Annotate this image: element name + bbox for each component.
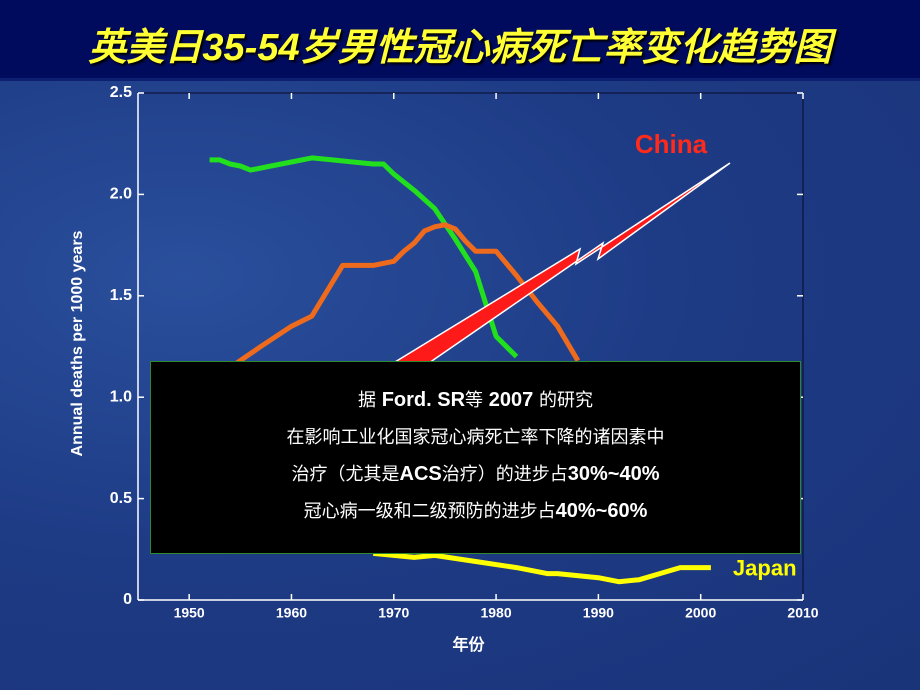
y-tick-label: 1.0	[110, 388, 132, 405]
series-line	[209, 155, 519, 359]
note-line: 在影响工业化国家冠心病死亡率下降的诸因素中	[286, 427, 665, 448]
arrow-label: China	[635, 129, 708, 159]
y-axis-title: Annual deaths per 1000 years	[69, 230, 86, 456]
series-line	[373, 550, 711, 585]
x-tick-label: 1970	[378, 605, 409, 621]
y-tick-label: 0	[123, 591, 132, 608]
x-tick-label: 2000	[685, 605, 716, 621]
note-line: 冠心病一级和二级预防的进步占40%~60%	[303, 500, 648, 522]
x-tick-label: 1980	[480, 605, 511, 621]
note-line: 治疗（尤其是ACS治疗）的进步占30%~40%	[291, 463, 660, 485]
series-label: Japan	[733, 555, 797, 580]
y-tick-label: 2.0	[110, 186, 132, 203]
y-tick-label: 0.5	[110, 490, 132, 507]
y-tick-label: 2.5	[110, 84, 132, 101]
x-tick-label: 1950	[174, 605, 205, 621]
note-box: 据 Ford. SR等 2007 的研究在影响工业化国家冠心病死亡率下降的诸因素…	[150, 361, 801, 554]
china-arrow	[393, 162, 731, 375]
x-tick-label: 2010	[787, 605, 818, 621]
header-bar	[0, 0, 920, 81]
x-axis-title: 年份	[452, 635, 485, 654]
x-tick-label: 1990	[583, 605, 614, 621]
series-line	[235, 222, 581, 365]
note-line: 据 Ford. SR等 2007 的研究	[357, 389, 594, 411]
x-tick-label: 1960	[276, 605, 307, 621]
y-tick-label: 1.5	[110, 287, 132, 304]
chart-title: 英美日35-54岁男性冠心病死亡率变化趋势图	[88, 27, 832, 69]
